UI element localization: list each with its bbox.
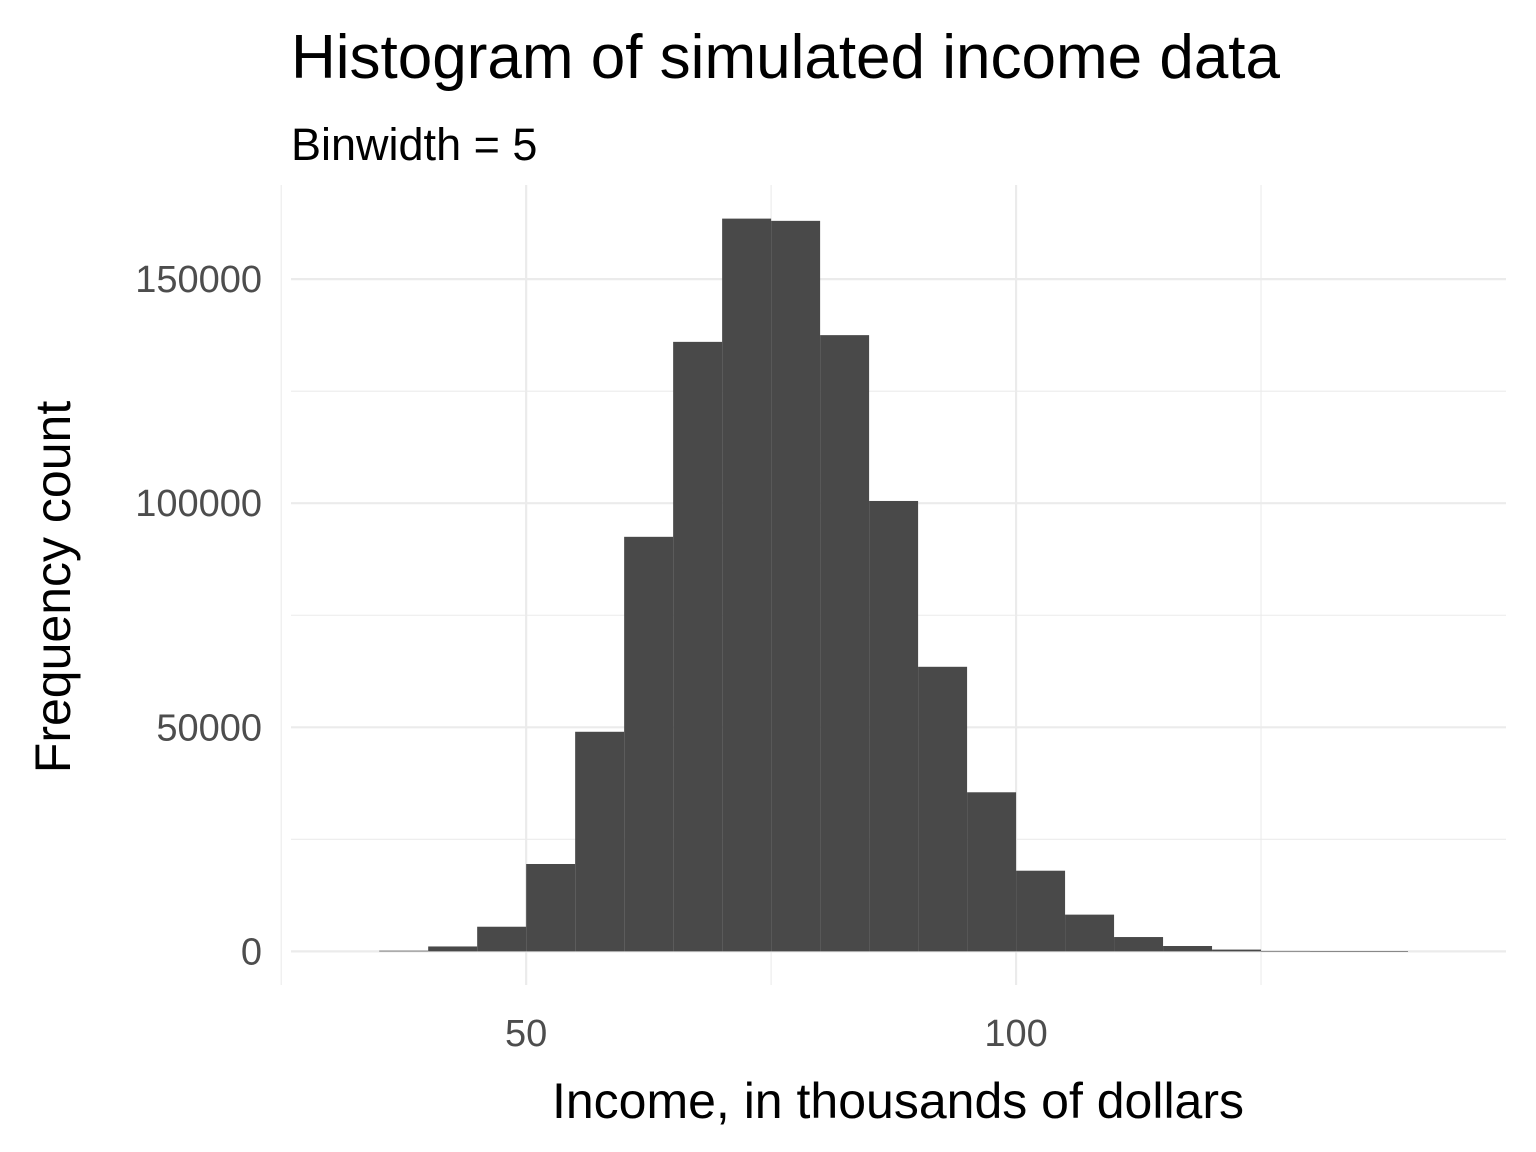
histogram-bar xyxy=(1163,946,1213,952)
y-tick-label: 0 xyxy=(241,931,262,973)
histogram-bar xyxy=(526,863,576,952)
histogram-bar xyxy=(379,950,429,952)
histogram-bar xyxy=(918,666,968,952)
histogram-bar xyxy=(1016,870,1066,952)
histogram-bar xyxy=(673,341,723,952)
y-tick-label: 150000 xyxy=(135,259,262,301)
histogram-bar xyxy=(771,220,821,952)
chart-title: Histogram of simulated income data xyxy=(291,23,1281,92)
histogram-bar xyxy=(1212,949,1262,952)
bar-layer xyxy=(379,218,1409,952)
histogram-bar xyxy=(575,731,625,952)
histogram-bar xyxy=(722,218,772,952)
histogram-bar xyxy=(477,926,527,952)
chart-subtitle: Binwidth = 5 xyxy=(291,119,537,170)
histogram-bar xyxy=(1114,937,1164,952)
x-tick-label: 100 xyxy=(984,1013,1047,1055)
histogram-bar xyxy=(1065,914,1115,952)
histogram-bar xyxy=(624,536,674,952)
histogram-bar xyxy=(869,500,919,952)
histogram-bar xyxy=(967,792,1017,952)
x-tick-label: 50 xyxy=(505,1013,547,1055)
y-tick-label: 100000 xyxy=(135,483,262,525)
histogram-bar xyxy=(1310,951,1360,952)
x-axis-title: Income, in thousands of dollars xyxy=(552,1073,1244,1129)
y-axis-title: Frequency count xyxy=(25,401,81,774)
histogram-bar xyxy=(1359,951,1409,952)
histogram-bar xyxy=(428,946,478,952)
histogram-bar xyxy=(820,335,870,952)
tick-label-layer: 0 50000 100000 150000 50 100 xyxy=(135,259,1048,1055)
y-tick-label: 50000 xyxy=(156,707,262,749)
histogram-bar xyxy=(1261,950,1311,952)
